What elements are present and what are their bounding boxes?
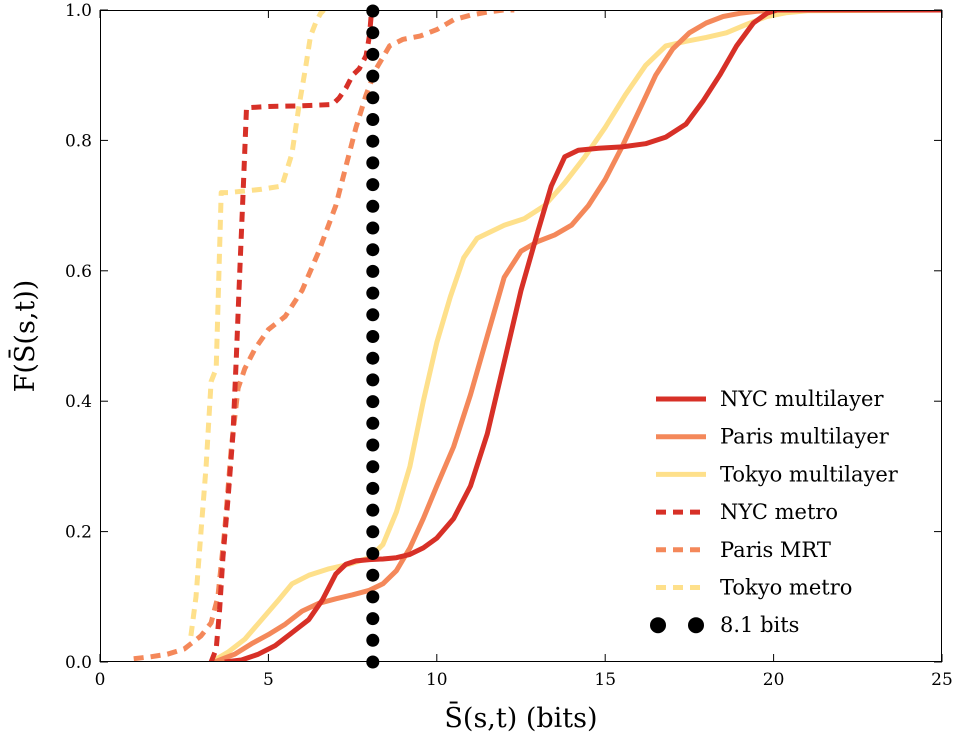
reference-dot xyxy=(366,568,380,582)
series-line-tokyo-multilayer xyxy=(209,10,942,662)
reference-dot xyxy=(366,330,380,343)
series-line-nyc-multilayer xyxy=(224,10,942,662)
x-tick-label: 0 xyxy=(95,670,106,690)
legend-label: Tokyo metro xyxy=(720,576,852,600)
y-tick-label: 1.0 xyxy=(65,1,92,21)
legend-swatch-dot xyxy=(650,617,666,634)
x-axis-label: S̄(s,t) (bits) xyxy=(444,700,597,734)
legend-swatch-dot xyxy=(688,617,704,634)
series-line-paris-multilayer xyxy=(213,10,942,662)
y-axis-label: F(S̄(s,t)) xyxy=(7,280,41,393)
legend-label: Paris multilayer xyxy=(720,425,890,449)
reference-dot xyxy=(366,264,380,278)
reference-dot xyxy=(366,416,380,430)
series-line-nyc-metro xyxy=(208,10,376,662)
reference-dot xyxy=(366,590,380,604)
legend: NYC multilayer Paris multilayer Tokyo mult… xyxy=(650,387,899,637)
plot-border xyxy=(100,10,942,662)
reference-dot xyxy=(366,373,380,387)
y-tick-label: 0.4 xyxy=(65,392,92,412)
y-tick-label: 0.6 xyxy=(65,262,92,282)
y-tick-label: 0.0 xyxy=(65,653,92,673)
series-line-tokyo-metro xyxy=(188,10,326,637)
x-tick-label: 20 xyxy=(763,670,785,690)
plot-area xyxy=(100,10,942,662)
y-tick-label: 0.8 xyxy=(65,131,92,151)
x-tick-label: 15 xyxy=(594,670,616,690)
reference-dot xyxy=(366,91,380,105)
reference-dot xyxy=(366,525,380,539)
legend-label: Tokyo multilayer xyxy=(720,462,899,486)
x-tick-label: 10 xyxy=(426,670,448,690)
y-tick-label: 0.2 xyxy=(65,523,92,543)
legend-label: 8.1 bits xyxy=(720,613,799,637)
reference-dot xyxy=(366,547,380,560)
legend-label: NYC metro xyxy=(720,500,838,524)
series-layer xyxy=(133,10,942,662)
reference-dot xyxy=(366,612,380,626)
reference-dot xyxy=(366,178,380,192)
reference-dot xyxy=(366,308,380,322)
reference-dot xyxy=(366,113,380,126)
series-line-paris-mrt xyxy=(133,10,515,662)
reference-dot xyxy=(366,503,380,517)
reference-dot xyxy=(366,69,380,83)
reference-dot xyxy=(366,134,380,148)
reference-dot xyxy=(366,26,380,40)
reference-dot xyxy=(366,481,380,495)
reference-dot xyxy=(366,460,380,474)
reference-dot xyxy=(366,221,380,235)
reference-dot xyxy=(366,286,380,300)
legend-label: NYC multilayer xyxy=(720,387,884,411)
reference-dot xyxy=(366,395,380,409)
reference-dot xyxy=(366,351,380,365)
reference-dot xyxy=(366,438,380,452)
legend-label: Paris MRT xyxy=(720,538,831,562)
x-tick-label: 5 xyxy=(263,670,274,690)
ticks-layer: 0 5 10 15 20 25 0.0 0.2 0.4 0.6 0.8 1.0 xyxy=(65,1,953,690)
x-tick-label: 25 xyxy=(931,670,953,690)
reference-dot xyxy=(366,199,380,213)
reference-dot xyxy=(366,633,380,647)
reference-dot xyxy=(366,156,380,170)
reference-dot xyxy=(366,243,380,257)
reference-dot xyxy=(366,47,380,61)
